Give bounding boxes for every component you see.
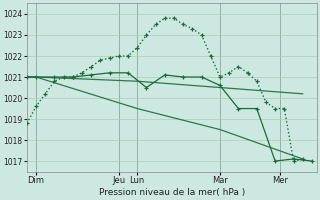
X-axis label: Pression niveau de la mer( hPa ): Pression niveau de la mer( hPa ) — [99, 188, 245, 197]
